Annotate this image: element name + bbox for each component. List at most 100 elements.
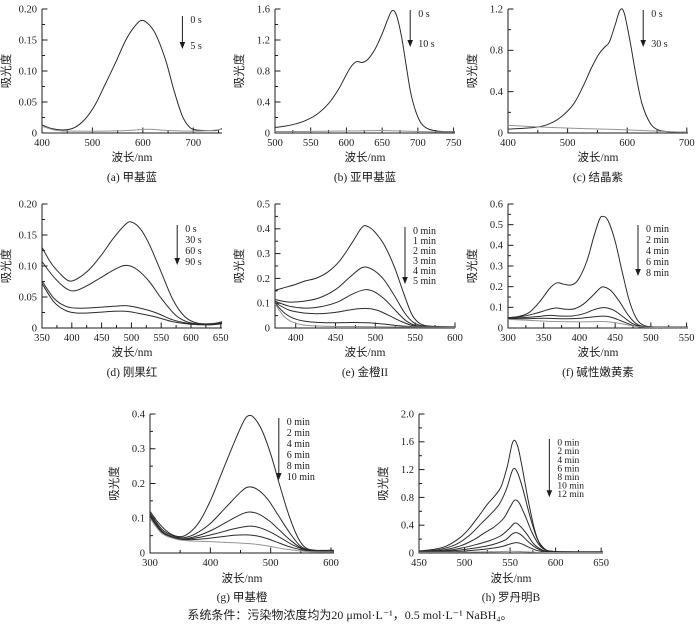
series-10 s bbox=[274, 130, 456, 133]
axis-labels: 波长/nm 吸光度 bbox=[376, 466, 531, 585]
series-1 min bbox=[274, 266, 456, 328]
series-5 min bbox=[274, 303, 456, 328]
axis-labels: 波长/nm 吸光度 bbox=[0, 248, 152, 359]
svg-text:600: 600 bbox=[619, 138, 635, 149]
svg-text:500: 500 bbox=[124, 333, 140, 344]
subplot-caption: (d) 刚果红 bbox=[107, 365, 158, 379]
svg-text:0: 0 bbox=[498, 128, 503, 139]
svg-text:波长/nm: 波长/nm bbox=[345, 151, 386, 164]
axis-labels: 波长/nm 吸光度 bbox=[0, 53, 152, 164]
svg-text:550: 550 bbox=[303, 138, 319, 149]
legend: 0 s 30 s bbox=[640, 9, 668, 50]
axis-labels: 波长/nm 吸光度 bbox=[466, 248, 618, 359]
svg-text:0 s: 0 s bbox=[190, 15, 202, 26]
svg-text:8 min: 8 min bbox=[646, 268, 669, 279]
svg-text:0 s: 0 s bbox=[185, 224, 197, 235]
svg-text:550: 550 bbox=[679, 333, 695, 344]
svg-text:0.5: 0.5 bbox=[257, 199, 270, 210]
svg-text:8 min: 8 min bbox=[287, 461, 310, 472]
svg-text:1.2: 1.2 bbox=[257, 35, 270, 46]
svg-text:3 min: 3 min bbox=[413, 256, 436, 267]
svg-text:0.8: 0.8 bbox=[401, 493, 414, 504]
svg-text:5 min: 5 min bbox=[413, 276, 436, 287]
series-curves bbox=[149, 414, 335, 553]
svg-text:350: 350 bbox=[536, 333, 552, 344]
axes bbox=[507, 203, 688, 329]
svg-text:0.8: 0.8 bbox=[490, 46, 503, 57]
svg-text:(g) 甲基橙: (g) 甲基橙 bbox=[217, 590, 268, 604]
svg-text:500: 500 bbox=[367, 333, 383, 344]
svg-text:0.8: 0.8 bbox=[257, 66, 270, 77]
series-0 s bbox=[41, 19, 223, 132]
svg-text:600: 600 bbox=[323, 558, 339, 569]
svg-text:0: 0 bbox=[265, 323, 270, 334]
legend-arrow-head-icon bbox=[179, 42, 186, 49]
svg-text:吸光度: 吸光度 bbox=[466, 53, 479, 88]
svg-text:0.4: 0.4 bbox=[490, 87, 504, 98]
svg-text:400: 400 bbox=[500, 138, 516, 149]
subplot-caption: (e) 金橙II bbox=[342, 365, 388, 379]
axes bbox=[149, 413, 334, 554]
svg-text:0: 0 bbox=[32, 128, 37, 139]
series-curves bbox=[274, 225, 456, 328]
subplot-caption: (c) 结晶紫 bbox=[573, 171, 623, 184]
subplot-caption: (g) 甲基橙 bbox=[217, 590, 268, 604]
svg-text:2.0: 2.0 bbox=[401, 409, 414, 420]
svg-text:90 s: 90 s bbox=[185, 257, 202, 268]
svg-text:4 min: 4 min bbox=[287, 439, 310, 450]
subplot-caption: (h) 罗丹明B bbox=[482, 591, 541, 604]
svg-text:0.2: 0.2 bbox=[132, 479, 145, 490]
svg-text:650: 650 bbox=[213, 333, 229, 344]
tick-labels: 300 350 400 450 500 550 0 0.1 0.2 0.3 0.4 0.5 0.6 bbox=[490, 199, 695, 344]
axis-labels: 波长/nm 吸光度 bbox=[107, 466, 262, 585]
svg-text:500: 500 bbox=[85, 138, 101, 149]
tick-labels: 400 450 500 550 600 0 0.1 0.2 0.3 0.4 0.5 bbox=[257, 199, 463, 344]
svg-text:0.4: 0.4 bbox=[132, 409, 146, 420]
svg-text:4 min: 4 min bbox=[646, 246, 669, 257]
svg-text:600: 600 bbox=[548, 558, 564, 569]
row-3: 300 400 500 600 0 0.1 0.2 0.3 0.4 0 min 2 min 4 min… bbox=[0, 390, 700, 605]
chart-c: 400 500 600 700 0 0.4 0.8 1.2 0 s 30 s 波长/nm 吸光度 (c)… bbox=[466, 4, 695, 184]
svg-text:300: 300 bbox=[142, 558, 158, 569]
legend-arrow-head-icon bbox=[640, 40, 646, 47]
series-12 min bbox=[418, 550, 604, 554]
series-8 min bbox=[149, 517, 335, 553]
row-2: 350 400 450 500 550 600 650 0 0.05 0.10 0.15 0.20 0 … bbox=[0, 195, 700, 390]
svg-text:0.05: 0.05 bbox=[19, 97, 37, 108]
svg-text:(c) 结晶紫: (c) 结晶紫 bbox=[573, 171, 623, 184]
tick-labels: 350 400 450 500 550 600 650 0 0.05 0.10 0.15 0.20 bbox=[19, 199, 229, 344]
svg-text:吸光度: 吸光度 bbox=[233, 53, 246, 88]
svg-text:2 min: 2 min bbox=[287, 428, 310, 439]
series-6 min bbox=[149, 515, 335, 552]
svg-text:2 min: 2 min bbox=[557, 447, 579, 457]
svg-text:450: 450 bbox=[328, 333, 344, 344]
series-4 min bbox=[149, 511, 335, 552]
svg-text:6 min: 6 min bbox=[557, 464, 579, 474]
svg-text:4 min: 4 min bbox=[413, 266, 436, 277]
svg-text:500: 500 bbox=[267, 138, 283, 149]
axis-labels: 波长/nm 吸光度 bbox=[233, 53, 385, 164]
svg-text:5 s: 5 s bbox=[190, 41, 202, 52]
series-0 s bbox=[507, 8, 689, 133]
series-30 s bbox=[41, 261, 223, 325]
svg-text:0.6: 0.6 bbox=[490, 199, 503, 210]
svg-text:波长/nm: 波长/nm bbox=[112, 151, 153, 164]
svg-text:700: 700 bbox=[410, 138, 426, 149]
axes bbox=[274, 8, 455, 134]
subplot-c-crystal-violet: 400 500 600 700 0 0.4 0.8 1.2 0 s 30 s 波长/nm 吸光度 (c)… bbox=[466, 0, 699, 195]
svg-text:450: 450 bbox=[411, 558, 427, 569]
svg-text:吸光度: 吸光度 bbox=[107, 466, 121, 501]
svg-text:6 min: 6 min bbox=[287, 450, 310, 461]
svg-text:0.1: 0.1 bbox=[132, 514, 145, 525]
series-2 min bbox=[507, 286, 689, 328]
svg-text:500: 500 bbox=[560, 138, 576, 149]
svg-text:0.05: 0.05 bbox=[19, 292, 37, 303]
svg-text:0: 0 bbox=[498, 323, 503, 334]
series-0 min bbox=[274, 225, 456, 328]
svg-text:0 min: 0 min bbox=[646, 224, 669, 235]
subplot-caption: (f) 碱性嫩黄素 bbox=[562, 365, 634, 379]
